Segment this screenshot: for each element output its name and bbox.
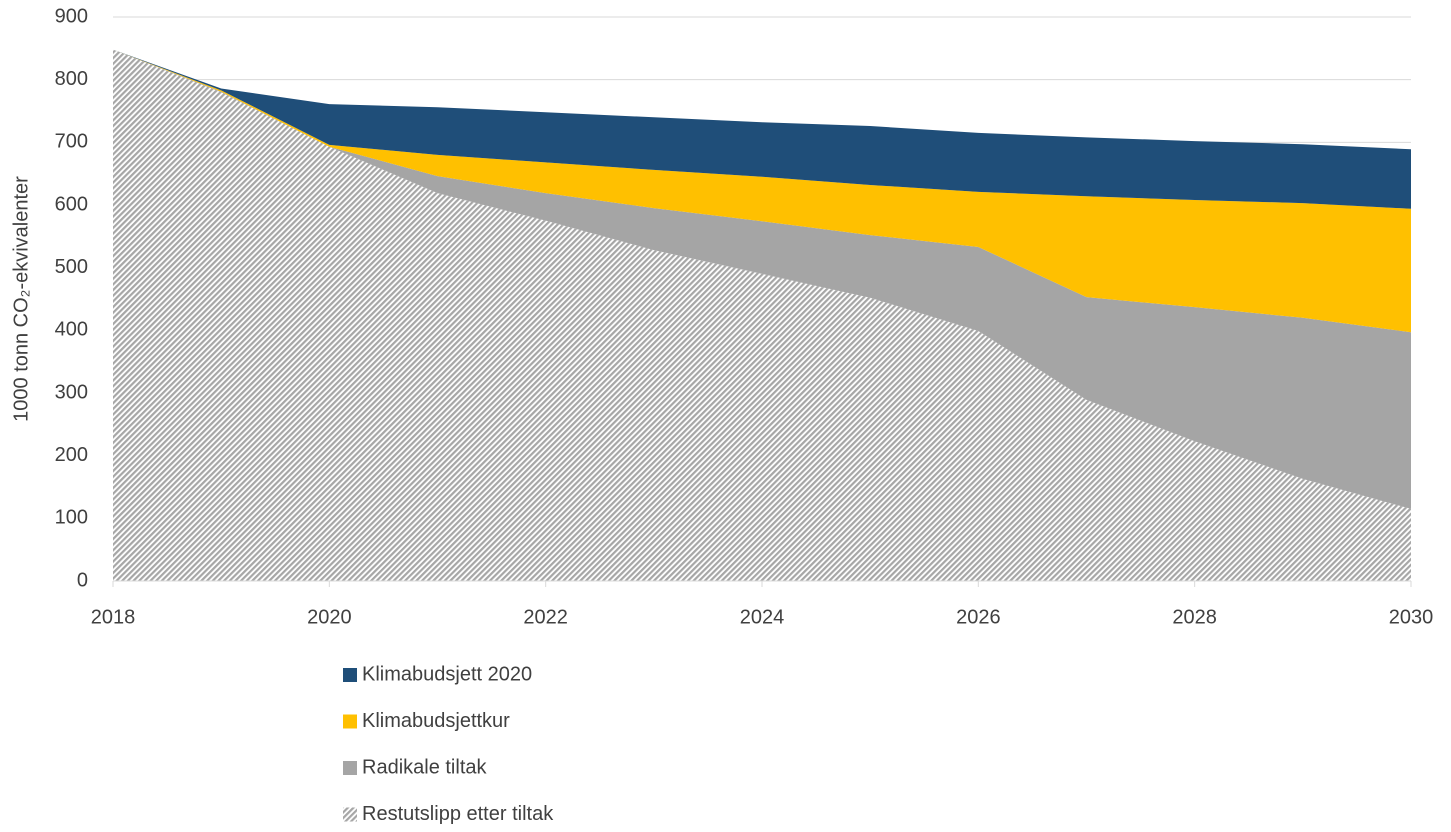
y-tick-label: 300 [55, 381, 88, 403]
y-tick-label: 900 [55, 5, 88, 27]
x-tick-label: 2028 [1172, 606, 1217, 628]
legend-swatch [343, 668, 357, 682]
area [113, 49, 1411, 209]
y-tick-label: 200 [55, 444, 88, 466]
x-tick-label: 2020 [307, 606, 352, 628]
x-tick-label: 2024 [740, 606, 785, 628]
x-tick-label: 2018 [91, 606, 136, 628]
legend-label: Radikale tiltak [362, 756, 488, 778]
y-tick-label: 700 [55, 131, 88, 153]
area [113, 49, 1411, 581]
y-tick-label: 100 [55, 507, 88, 529]
y-tick-label: 500 [55, 256, 88, 278]
y-tick-label: 800 [55, 68, 88, 90]
x-tick-label: 2022 [523, 606, 568, 628]
y-tick-label: 400 [55, 319, 88, 341]
y-axis-label: 1000 tonn CO₂-ekvivalenter [10, 176, 32, 422]
legend-swatch [343, 714, 357, 729]
y-tick-label: 600 [55, 193, 88, 215]
legend-label: Klimabudsjettkur [362, 710, 510, 732]
area [113, 49, 1411, 333]
legend-label: Restutslipp etter tiltak [362, 803, 554, 825]
legend-label: Klimabudsjett 2020 [362, 663, 532, 685]
x-tick-label: 2026 [956, 606, 1001, 628]
y-tick-label: 0 [77, 569, 88, 591]
area [113, 49, 1411, 509]
legend-swatch [343, 761, 357, 775]
legend-swatch [343, 807, 357, 822]
x-tick-label: 2030 [1389, 606, 1434, 628]
